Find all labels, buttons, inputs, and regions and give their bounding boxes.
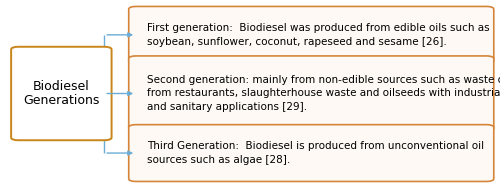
- Text: Second generation: mainly from non-edible sources such as waste oil
from restaur: Second generation: mainly from non-edibl…: [147, 75, 500, 112]
- FancyBboxPatch shape: [128, 7, 494, 63]
- FancyBboxPatch shape: [11, 47, 112, 140]
- Text: Biodiesel
Generations: Biodiesel Generations: [23, 79, 100, 108]
- FancyBboxPatch shape: [128, 56, 494, 131]
- FancyBboxPatch shape: [128, 125, 494, 181]
- Text: Third Generation:  Biodiesel is produced from unconventional oil
sources such as: Third Generation: Biodiesel is produced …: [147, 141, 484, 165]
- Text: First generation:  Biodiesel was produced from edible oils such as
soybean, sunf: First generation: Biodiesel was produced…: [147, 23, 490, 47]
